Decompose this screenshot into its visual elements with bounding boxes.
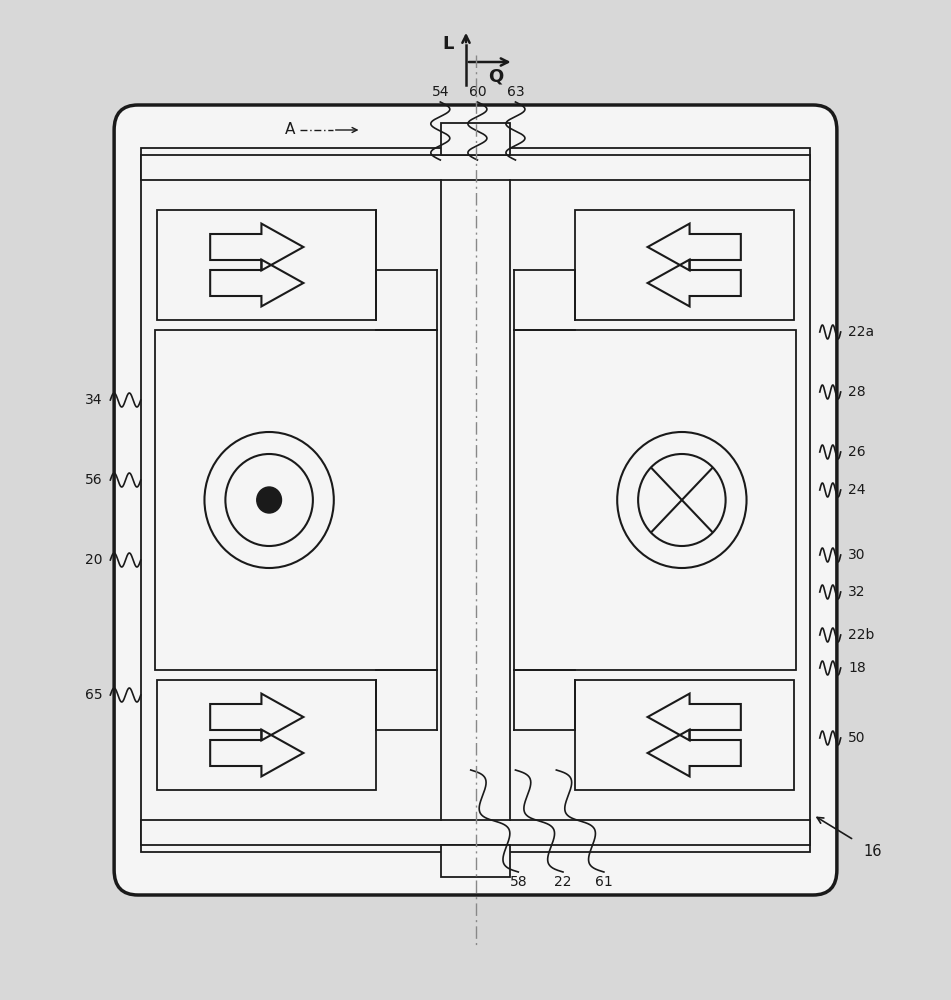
Bar (157, 210, 376, 320)
Bar (141, 148, 810, 852)
Text: A: A (285, 122, 295, 137)
Text: 24: 24 (848, 483, 865, 497)
Bar (157, 680, 376, 790)
Text: L: L (442, 35, 454, 53)
Text: 63: 63 (507, 85, 524, 99)
Text: 61: 61 (595, 875, 612, 889)
Text: 26: 26 (848, 445, 866, 459)
Text: 54: 54 (432, 85, 449, 99)
FancyBboxPatch shape (114, 105, 837, 895)
Text: 22: 22 (554, 875, 572, 889)
Text: 28: 28 (848, 385, 866, 399)
Text: 58: 58 (510, 875, 527, 889)
Bar (141, 820, 810, 845)
Text: 20: 20 (86, 553, 103, 567)
Text: 18: 18 (848, 661, 866, 675)
Text: 50: 50 (848, 731, 865, 745)
Bar (575, 680, 794, 790)
Bar (441, 123, 510, 155)
Bar (141, 155, 810, 180)
Text: 65: 65 (85, 688, 103, 702)
Bar (514, 330, 796, 670)
Text: 22a: 22a (848, 325, 874, 339)
Bar (441, 845, 510, 877)
Bar (155, 330, 437, 670)
Text: 34: 34 (86, 393, 103, 407)
Text: 16: 16 (864, 844, 882, 859)
Text: 22b: 22b (848, 628, 875, 642)
Text: 60: 60 (469, 85, 486, 99)
Bar (575, 210, 794, 320)
Text: 30: 30 (848, 548, 865, 562)
Text: 56: 56 (85, 473, 103, 487)
Text: 32: 32 (848, 585, 865, 599)
Text: Q: Q (488, 67, 503, 85)
Circle shape (257, 487, 281, 513)
